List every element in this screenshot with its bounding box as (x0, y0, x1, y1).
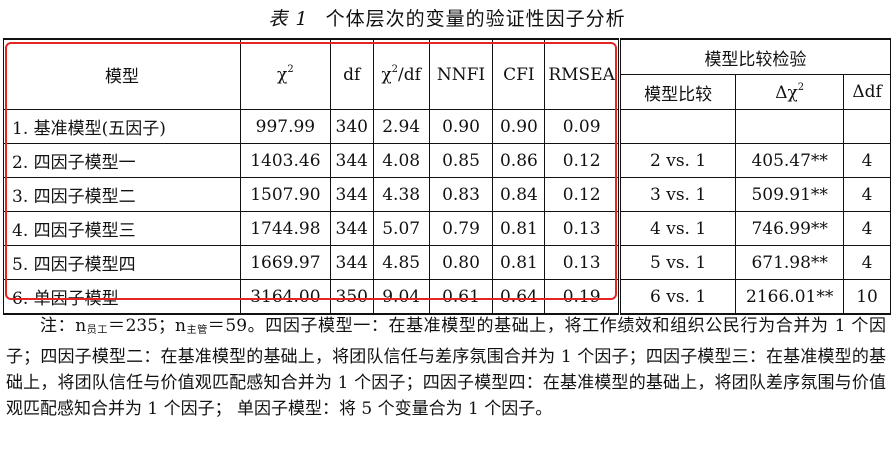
cell-compare: 6 vs. 1 (617, 279, 737, 315)
header-chi2: χ2 (239, 38, 331, 110)
cell-chi2df: 2.94 (372, 109, 430, 144)
cell-cfi: 0.81 (492, 211, 546, 246)
cell-cfi: 0.90 (492, 109, 546, 144)
cell-chi2: 1669.97 (239, 245, 331, 280)
cell-rmsea: 0.19 (544, 279, 620, 315)
table-row: 6. 单因子模型 3164.00 350 9.04 0.61 0.64 0.19 6 vs. … (3, 279, 891, 315)
header-delta-chi2: Δχ2 (735, 74, 845, 110)
cell-dchi2: 509.91** (735, 177, 845, 212)
cell-chi2: 3164.00 (239, 279, 331, 315)
header-chi2df: χ2/df (372, 38, 430, 110)
cell-dchi2: 2166.01** (735, 279, 845, 315)
cell-compare: 3 vs. 1 (617, 177, 737, 212)
cell-df: 344 (329, 245, 374, 280)
cell-chi2: 997.99 (239, 109, 331, 144)
header-model: 模型 (3, 38, 241, 110)
cell-ddf (843, 109, 891, 144)
cell-dchi2 (735, 109, 845, 144)
cell-rmsea: 0.09 (544, 109, 620, 144)
cell-chi2df: 9.04 (372, 279, 430, 315)
table-row: 5. 四因子模型四 1669.97 344 4.85 0.80 0.81 0.13 5 vs.… (3, 245, 891, 280)
cell-ddf: 4 (843, 177, 891, 212)
cell-model: 5. 四因子模型四 (3, 245, 241, 280)
cell-ddf: 4 (843, 143, 891, 178)
cell-chi2: 1507.90 (239, 177, 331, 212)
cell-compare (617, 109, 737, 144)
table-caption: 表 1 个体层次的变量的验证性因子分析 (0, 4, 894, 31)
cell-compare: 5 vs. 1 (617, 245, 737, 280)
cell-rmsea: 0.12 (544, 177, 620, 212)
cell-rmsea: 0.12 (544, 143, 620, 178)
cell-cfi: 0.81 (492, 245, 546, 280)
cell-nnfi: 0.90 (428, 109, 494, 144)
cell-df: 344 (329, 177, 374, 212)
cell-nnfi: 0.61 (428, 279, 494, 315)
table-row: 4. 四因子模型三 1744.98 344 5.07 0.79 0.81 0.13 4 vs.… (3, 211, 891, 246)
header-cfi: CFI (492, 38, 546, 110)
cell-df: 344 (329, 211, 374, 246)
cfa-table: 模型 χ2 df χ2/df NNFI CFI RMSEA 模型比较检验 模型比… (3, 38, 892, 315)
cell-df: 350 (329, 279, 374, 315)
cell-chi2: 1403.46 (239, 143, 331, 178)
cell-model: 3. 四因子模型二 (3, 177, 241, 212)
cell-chi2: 1744.98 (239, 211, 331, 246)
cell-model: 4. 四因子模型三 (3, 211, 241, 246)
cell-df: 340 (329, 109, 374, 144)
cell-model: 1. 基准模型(五因子) (3, 109, 241, 144)
cell-chi2df: 5.07 (372, 211, 430, 246)
cell-compare: 4 vs. 1 (617, 211, 737, 246)
header-row-1: 模型 χ2 df χ2/df NNFI CFI RMSEA 模型比较检验 (3, 38, 892, 110)
cell-ddf: 4 (843, 211, 891, 246)
header-rmsea: RMSEA (544, 38, 620, 110)
cell-chi2df: 4.08 (372, 143, 430, 178)
table-row: 3. 四因子模型二 1507.90 344 4.38 0.83 0.84 0.12 3 vs.… (3, 177, 891, 212)
cell-chi2df: 4.85 (372, 245, 430, 280)
cell-ddf: 4 (843, 245, 891, 280)
table-title: 个体层次的变量的验证性因子分析 (325, 8, 626, 30)
header-delta-df: Δdf (843, 74, 891, 110)
cell-model: 2. 四因子模型一 (3, 143, 241, 178)
header-model-comparison-test: 模型比较检验 (617, 38, 892, 75)
cell-chi2df: 4.38 (372, 177, 430, 212)
cell-nnfi: 0.85 (428, 143, 494, 178)
header-df: df (329, 38, 374, 110)
cell-rmsea: 0.13 (544, 211, 620, 246)
cell-dchi2: 671.98** (735, 245, 845, 280)
cell-compare: 2 vs. 1 (617, 143, 737, 178)
header-nnfi: NNFI (428, 38, 494, 110)
cell-dchi2: 746.99** (735, 211, 845, 246)
cell-nnfi: 0.79 (428, 211, 494, 246)
cell-cfi: 0.84 (492, 177, 546, 212)
cell-cfi: 0.64 (492, 279, 546, 315)
cell-ddf: 10 (843, 279, 891, 315)
cell-df: 344 (329, 143, 374, 178)
cell-nnfi: 0.83 (428, 177, 494, 212)
table-note: 注：n员工＝235；n主管＝59。四因子模型一：在基准模型的基础上，将工作绩效和… (6, 316, 886, 419)
cell-nnfi: 0.80 (428, 245, 494, 280)
header-row-2: 模型比较 Δχ2 Δdf (4, 74, 891, 110)
cell-rmsea: 0.13 (544, 245, 620, 280)
table-number: 表 1 (268, 8, 309, 30)
table-row: 1. 基准模型(五因子) 997.99 340 2.94 0.90 0.90 0.09 (3, 109, 891, 144)
cell-model: 6. 单因子模型 (3, 279, 241, 315)
header-compare: 模型比较 (617, 74, 737, 110)
cell-cfi: 0.86 (492, 143, 546, 178)
table-row: 2. 四因子模型一 1403.46 344 4.08 0.85 0.86 0.12 2 vs.… (3, 143, 891, 178)
cell-dchi2: 405.47** (735, 143, 845, 178)
